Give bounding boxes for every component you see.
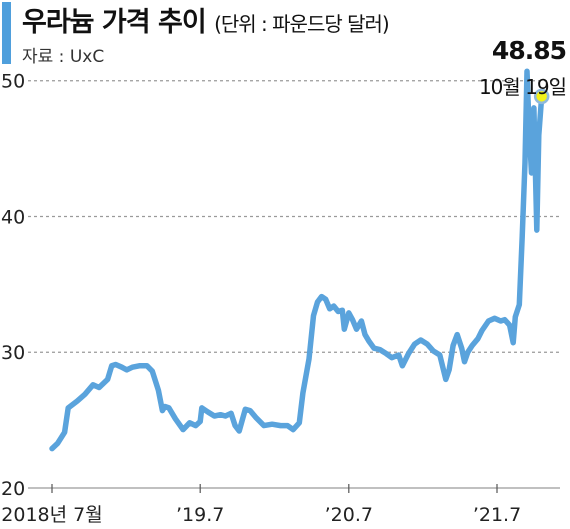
chart-title: 우라늄 가격 추이 — [22, 7, 207, 38]
chart-unit: (단위 : 파운드당 달러) — [214, 12, 390, 36]
series-line-group — [49, 68, 545, 452]
gridlines — [28, 80, 560, 489]
x-tick-marks — [51, 484, 498, 493]
tick-labels: 20 30 40 50 2018년 7월 ’19.7 ’20.7 ’21.7 — [1, 71, 521, 526]
annotation-marker — [533, 88, 550, 105]
x-tick-label-1: ’19.7 — [176, 504, 224, 526]
annotation-value: 48.85 — [492, 36, 566, 65]
annotation-date: 10월 19일 — [479, 75, 566, 99]
y-tick-label-40: 40 — [1, 206, 25, 228]
y-tick-label-50: 50 — [1, 71, 25, 93]
x-tick-label-0: 2018년 7월 — [1, 504, 102, 526]
chart-title-block: 우라늄 가격 추이 (단위 : 파운드당 달러) — [22, 0, 390, 39]
chart-source: 자료 : UxC — [22, 47, 105, 67]
y-tick-label-20: 20 — [1, 478, 25, 500]
title-accent-bar — [2, 2, 11, 64]
annotation: 48.85 10월 19일 — [479, 36, 567, 105]
x-tick-label-2: ’20.7 — [325, 504, 373, 526]
x-tick-label-3: ’21.7 — [473, 504, 521, 526]
y-tick-label-30: 30 — [1, 342, 25, 364]
series-line-0 — [49, 68, 545, 452]
